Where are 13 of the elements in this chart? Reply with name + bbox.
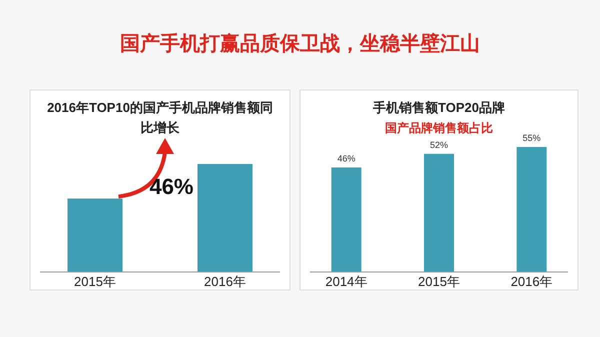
- text: 国产手机打赢品质保卫战，坐稳半壁江山: [120, 32, 480, 55]
- data-label: 55%: [522, 133, 541, 143]
- chart-subtitle: 国产品牌销售额占比: [385, 121, 493, 135]
- x-tick-label: 2016年: [510, 274, 553, 289]
- x-tick-label: 2016年: [204, 274, 246, 289]
- data-label: 52%: [430, 140, 448, 150]
- x-tick-label: 2015年: [418, 274, 460, 289]
- chart-title: 2016年TOP10的国产手机品牌销售额同比增长: [47, 100, 273, 135]
- x-tick-label: 2014年: [325, 274, 368, 289]
- annotation: 46%: [149, 174, 194, 199]
- data-label: 46%: [337, 153, 356, 164]
- chart-title: 手机销售额TOP20品牌: [372, 100, 505, 115]
- x-tick-label: 2015年: [74, 274, 116, 289]
